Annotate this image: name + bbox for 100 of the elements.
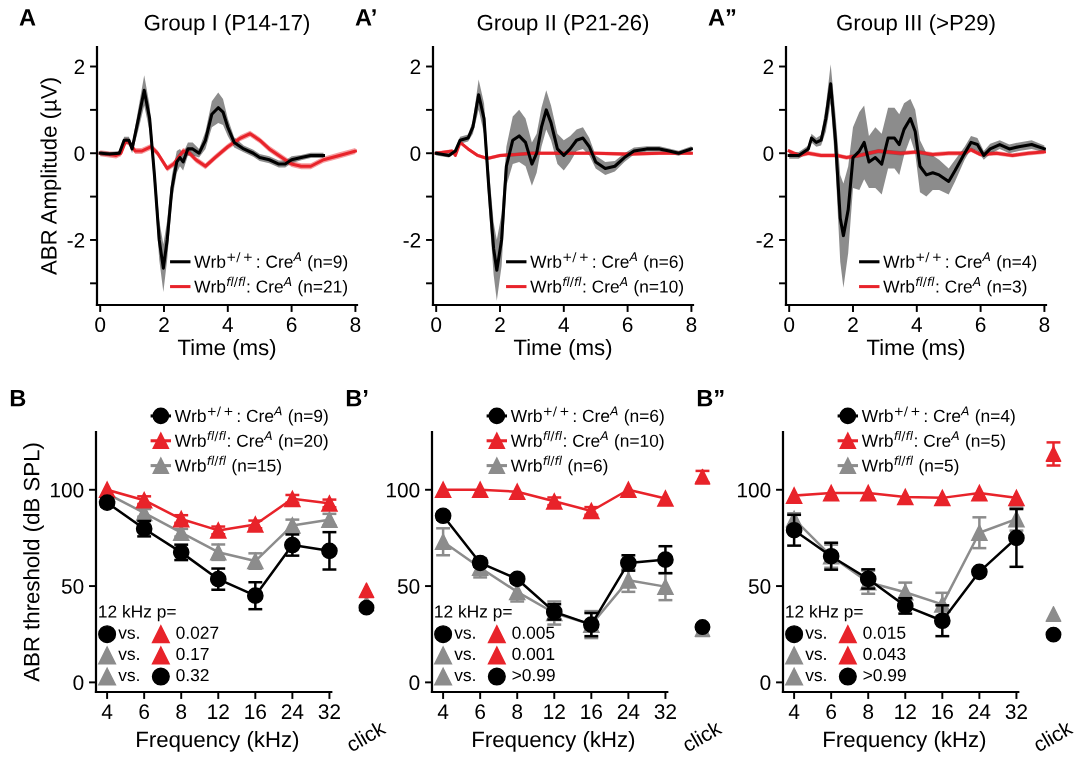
y-tick-label: 50 <box>397 579 420 594</box>
annotation: 12 kHz p= <box>99 604 176 622</box>
annotation: 12 kHz p= <box>435 604 512 622</box>
annotation: vs. <box>805 671 826 682</box>
legend-label: Wrb$^{fl/fl}$: Cre$^{A}$ (n=20) <box>174 430 328 451</box>
x-tick-label: 16 <box>581 704 602 720</box>
x-tick-label: 6 <box>975 317 986 333</box>
annotation: 0.32 <box>176 668 209 682</box>
x-tick-label: 6 <box>286 317 297 333</box>
x-tick-label: 4 <box>101 704 113 719</box>
legend-label: Wrb$^{fl/fl}$: Cre$^{A}$ (n=10) <box>530 276 684 297</box>
x-axis-title: Time (ms) <box>177 339 276 360</box>
annotation: 0.001 <box>512 647 555 661</box>
x-tick-label: 16 <box>245 704 266 720</box>
text: B <box>10 389 26 407</box>
x-tick-label: 0 <box>431 317 442 333</box>
x-tick-label: 2 <box>159 317 169 332</box>
x-tick-label: 0 <box>784 317 795 333</box>
annotation: >0.99 <box>512 668 555 682</box>
x-axis-title: Frequency (kHz) <box>824 731 986 752</box>
legend-label: Wrb$^{fl/fl}$: Cre$^{A}$ (n=10) <box>510 430 664 451</box>
chart-title: Group III (>P29) <box>837 14 995 35</box>
y-tick-label: 2 <box>410 59 421 75</box>
x-tick-label: 4 <box>788 704 800 719</box>
x-tick-label: 12 <box>895 704 916 719</box>
y-tick-label: 50 <box>748 579 771 594</box>
legend-label: Wrb$^{+/+}$: Cre$^{A}$ (n=6) <box>510 406 664 426</box>
x-tick-label: 32 <box>654 704 676 720</box>
x-tick-label: 2 <box>848 317 858 332</box>
x-tick-label: 4 <box>558 317 569 332</box>
legend-label: Wrb$^{+/+}$: Cre$^{A}$ (n=9) <box>194 252 348 272</box>
annotation: >0.99 <box>863 668 906 682</box>
annotation: 0.015 <box>863 626 906 639</box>
x-axis-title: Frequency (kHz) <box>473 731 635 752</box>
x-tick-label: 6 <box>622 317 633 333</box>
legend-label: Wrb$^{+/+}$: Cre$^{A}$ (n=4) <box>861 406 1015 426</box>
x-tick-label: 32 <box>1005 704 1027 720</box>
x-tick-label: 8 <box>350 317 361 333</box>
x-tick-label: 8 <box>686 317 697 333</box>
text: A’ <box>355 9 376 26</box>
annotation: vs. <box>118 629 139 639</box>
y-tick-label: -2 <box>756 232 774 248</box>
legend-label: Wrb$^{fl/fl}$: Cre$^{A}$ (n=21) <box>194 276 348 297</box>
legend-label: Wrb$^{fl/fl}$: Cre$^{A}$ (n=5) <box>861 430 1005 451</box>
x-tick-label: 2 <box>495 317 505 332</box>
legend-label: Wrb$^{+/+}$: Cre$^{A}$ (n=4) <box>883 252 1037 272</box>
x-axis-title: Time (ms) <box>513 339 612 360</box>
x-tick-label: 24 <box>281 704 304 719</box>
annotation: vs. <box>805 629 826 639</box>
x-tick-label: 32 <box>318 704 340 720</box>
x-tick-label: 4 <box>437 704 449 719</box>
text: A <box>19 9 36 26</box>
annotation: vs. <box>118 650 139 661</box>
y-tick-label: -2 <box>403 232 421 248</box>
x-tick-label: 6 <box>826 704 837 720</box>
y-axis-title: ABR threshold (dB SPL) <box>23 443 44 682</box>
legend-label: Wrb$^{fl/fl}$ (n=15) <box>174 455 281 476</box>
x-tick-label: 8 <box>512 704 523 720</box>
x-tick-label: 8 <box>863 704 874 720</box>
x-tick-label: 4 <box>911 317 922 332</box>
x-tick-label: click <box>680 719 723 753</box>
x-tick-label: click <box>344 719 387 753</box>
x-tick-label: 8 <box>1039 317 1050 333</box>
annotation: vs. <box>454 671 475 682</box>
y-tick-label: 2 <box>763 59 774 75</box>
x-tick-label: 12 <box>208 704 229 719</box>
legend-label: Wrb$^{fl/fl}$: Cre$^{A}$ (n=3) <box>883 276 1027 297</box>
y-tick-label: 0 <box>73 675 84 691</box>
legend-label: Wrb$^{+/+}$: Cre$^{A}$ (n=6) <box>530 252 684 272</box>
x-axis-title: Frequency (kHz) <box>137 731 299 752</box>
annotation: 0.027 <box>176 626 219 639</box>
chart-title: Group I (P14-17) <box>144 14 309 35</box>
x-tick-label: 24 <box>968 704 991 719</box>
annotation: 12 kHz p= <box>786 604 863 622</box>
annotation: 0.005 <box>512 626 555 639</box>
text: B” <box>697 389 724 407</box>
text: A” <box>708 9 736 26</box>
annotation: vs. <box>805 650 826 661</box>
chart-title: Group II (P21-26) <box>477 14 649 35</box>
x-tick-label: 8 <box>176 704 187 720</box>
legend-label: Wrb$^{fl/fl}$ (n=6) <box>510 455 608 476</box>
y-tick-label: 0 <box>410 146 421 161</box>
y-tick-label: 0 <box>409 675 420 691</box>
annotation: vs. <box>454 650 475 661</box>
x-tick-label: 6 <box>139 704 150 720</box>
y-tick-label: 0 <box>763 146 774 161</box>
annotation: 0.043 <box>863 647 906 661</box>
annotation: vs. <box>118 671 139 682</box>
y-tick-label: 0 <box>760 675 771 691</box>
x-tick-label: 16 <box>932 704 953 720</box>
legend-label: Wrb$^{+/+}$: Cre$^{A}$ (n=9) <box>174 406 328 426</box>
y-tick-label: 100 <box>738 482 771 498</box>
y-tick-label: 100 <box>51 482 84 498</box>
x-tick-label: 4 <box>222 317 233 332</box>
y-axis-title: ABR Amplitude (µV) <box>40 78 62 275</box>
y-tick-label: 2 <box>74 59 85 75</box>
x-tick-label: 24 <box>617 704 640 719</box>
annotation: vs. <box>454 629 475 639</box>
y-tick-label: -2 <box>67 232 85 248</box>
y-tick-label: 0 <box>74 146 85 161</box>
